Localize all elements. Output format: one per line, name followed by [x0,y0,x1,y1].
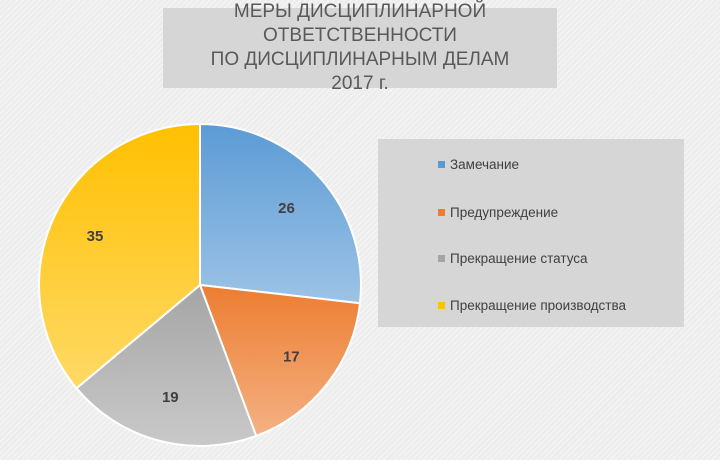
data-label: 19 [162,389,179,406]
legend-item-preduprezhdenie: Предупреждение [438,205,558,220]
legend: Замечание Предупреждение Прекращение ста… [378,139,684,327]
slice-zamechanie [199,122,362,305]
legend-item-prekrashchenie-statusa: Прекращение статуса [438,251,588,266]
legend-label: Прекращение производства [450,298,626,313]
slice-prekrashchenie-proizvodstva [38,122,201,390]
slice-preduprezhdenie [198,283,362,438]
legend-label: Замечание [450,157,520,172]
legend-swatch [438,302,445,309]
legend-swatch [438,255,445,262]
legend-swatch [438,209,445,216]
legend-label: Предупреждение [450,205,559,220]
data-label: 35 [87,228,104,245]
legend-item-prekrashchenie-proizvodstva: Прекращение производства [438,298,626,313]
legend-label: Прекращение статуса [450,251,588,266]
legend-item-zamechanie: Замечание [438,157,519,172]
chart-title: МЕРЫ ДИСЦИПЛИНАРНОЙ ОТВЕТСТВЕННОСТИ ПО Д… [163,1,557,94]
chart-title-line-1: МЕРЫ ДИСЦИПЛИНАРНОЙ ОТВЕТСТВЕННОСТИ [233,1,487,46]
data-label: 17 [283,348,300,365]
chart-title-line-2: ПО ДИСЦИПЛИНАРНЫМ ДЕЛАМ [210,49,510,70]
legend-swatch [438,161,445,168]
chart-title-line-3: 2017 г. [331,73,389,94]
data-label: 26 [278,200,295,217]
slice-prekrashchenie-statusa [75,283,258,447]
